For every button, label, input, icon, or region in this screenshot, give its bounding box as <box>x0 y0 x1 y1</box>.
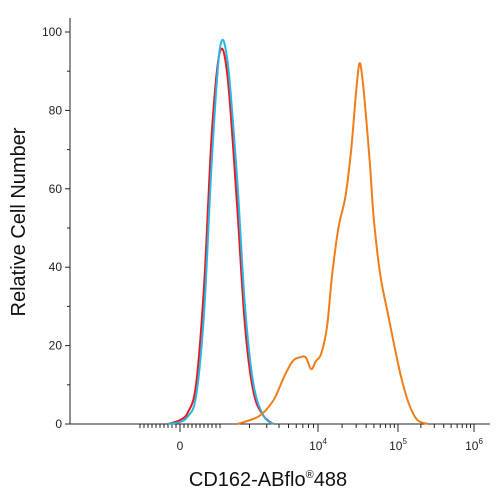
series-layer <box>167 38 429 425</box>
x-tick-label: 104 <box>309 437 327 453</box>
x-tick-label: 106 <box>465 437 483 453</box>
series-line-cyan <box>167 38 274 425</box>
y-tick-label: 20 <box>49 339 63 353</box>
y-axis-ticks: 0 20 40 60 80 100 <box>42 25 70 431</box>
x-axis-title-main: CD162-ABflo <box>189 469 306 491</box>
x-axis-title-tail: 488 <box>314 469 347 491</box>
y-tick-label: 60 <box>49 182 63 196</box>
x-axis-title: CD162-ABflo®488 <box>189 469 347 491</box>
x-axis-ticks: 0 104 105 106 <box>139 424 483 453</box>
x-tick-label: 0 <box>177 439 184 453</box>
y-tick-label: 40 <box>49 260 63 274</box>
y-axis-title: Relative Cell Number <box>8 127 30 316</box>
y-tick-label: 100 <box>42 25 62 39</box>
x-tick-label: 105 <box>389 437 407 453</box>
y-tick-label: 0 <box>55 417 62 431</box>
x-axis-title-sup: ® <box>306 469 314 481</box>
y-tick-label: 80 <box>49 103 63 117</box>
series-line-orange <box>236 62 429 425</box>
plot-area <box>69 18 490 425</box>
series-line-red <box>167 47 274 425</box>
